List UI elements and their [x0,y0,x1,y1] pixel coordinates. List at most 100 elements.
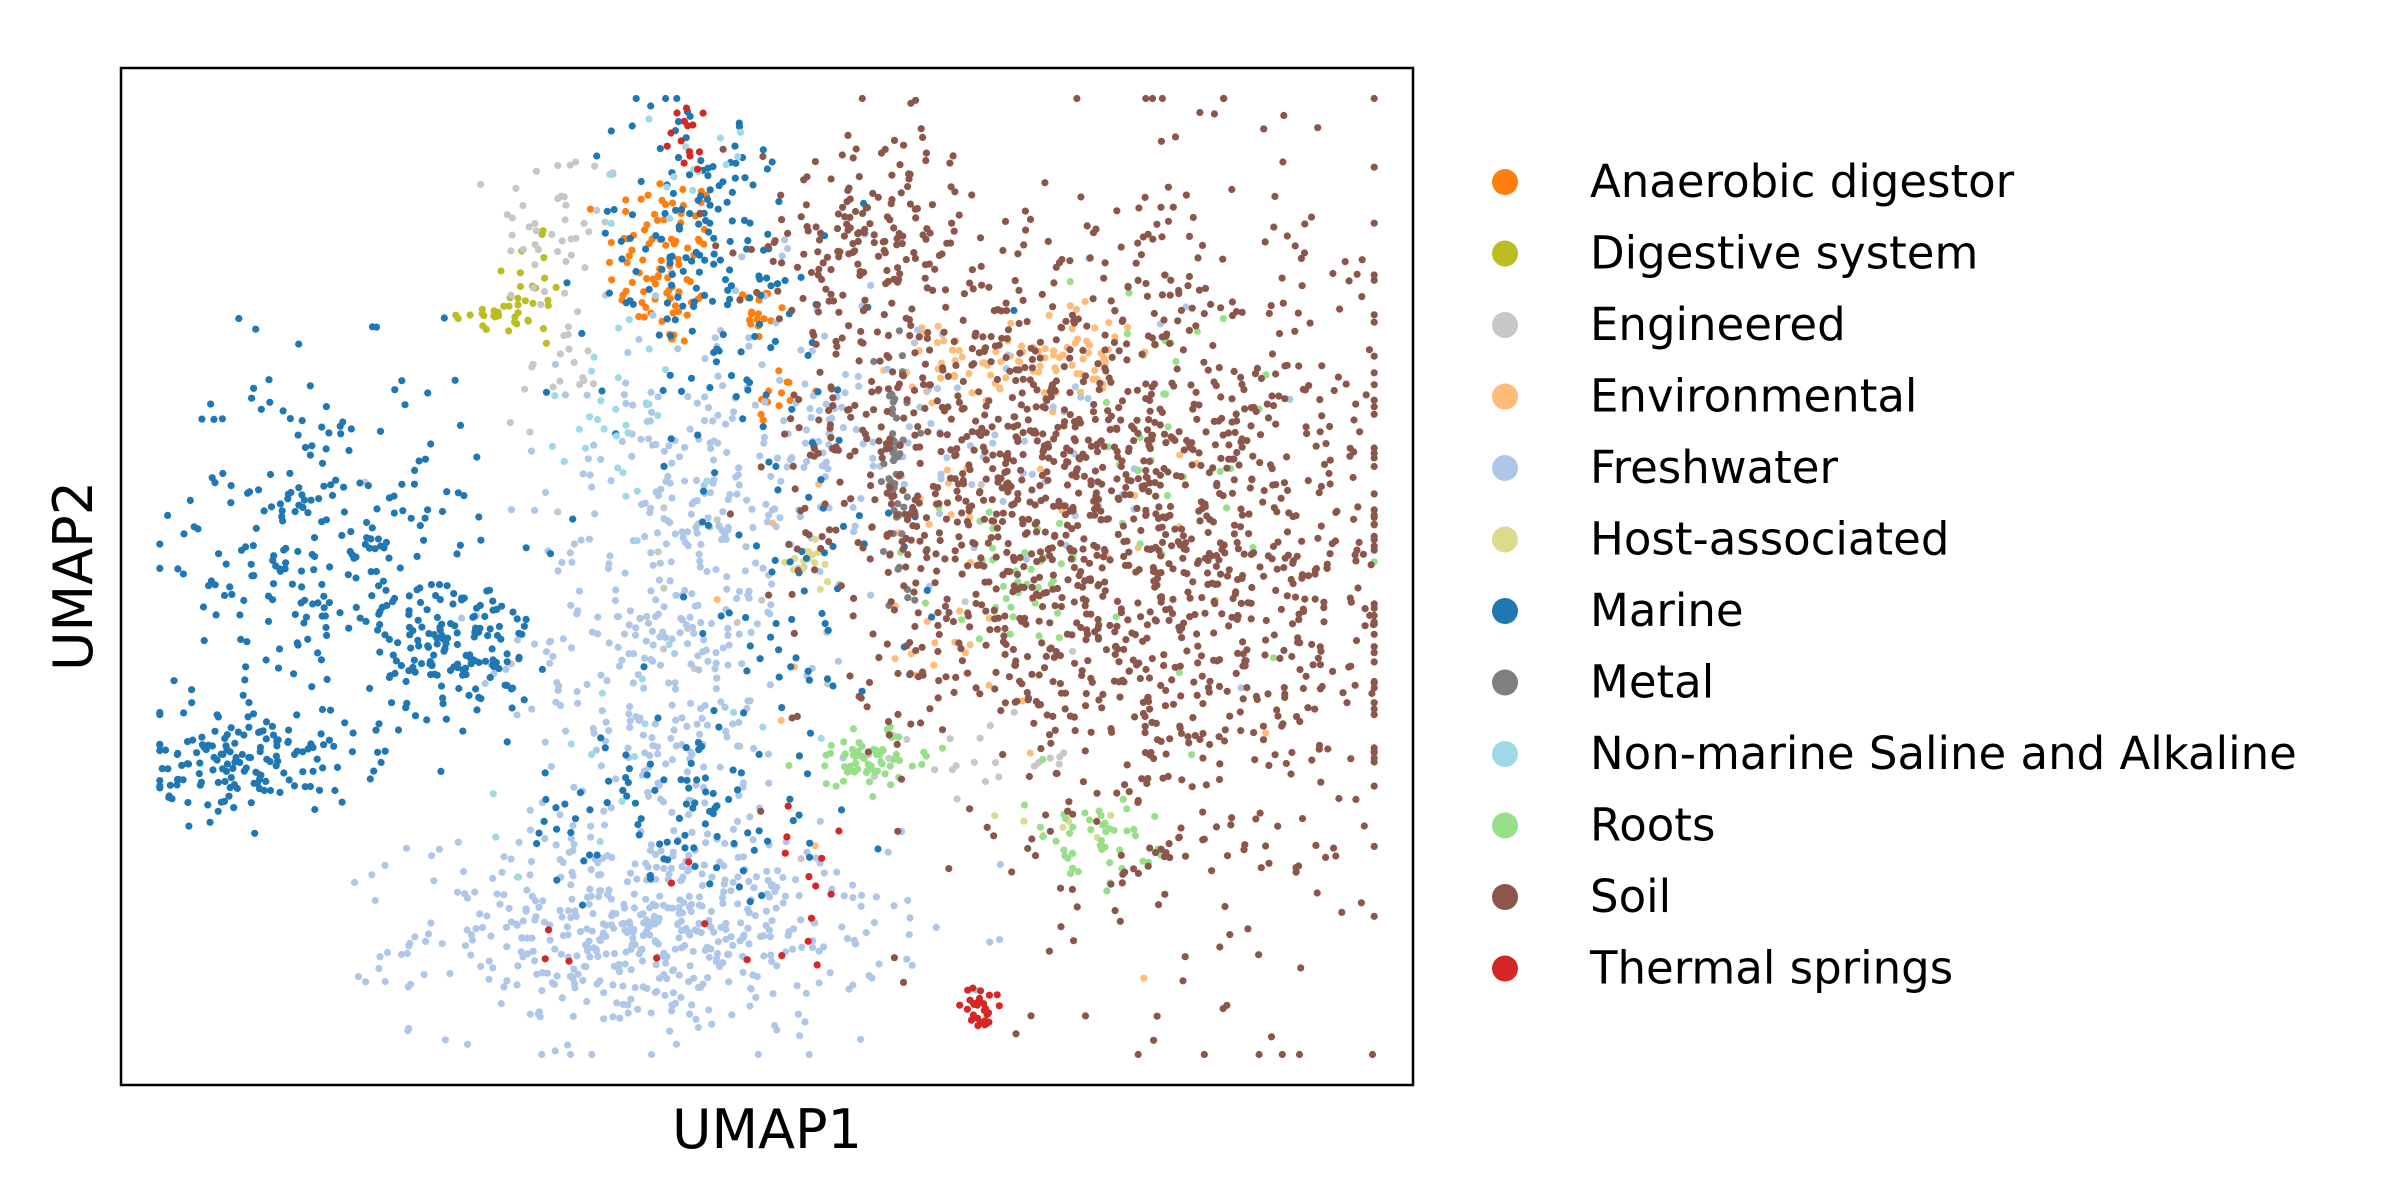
point [266,398,274,406]
point [1107,811,1115,819]
point [1117,243,1125,251]
point [765,591,773,599]
point [581,264,589,272]
point [918,760,926,769]
point [1069,647,1077,655]
point [1206,677,1214,685]
point [1141,722,1149,730]
point [1352,400,1360,408]
point [991,615,999,623]
point [750,846,758,854]
point [1243,684,1251,692]
point [899,486,907,494]
point [1021,549,1029,557]
point [948,766,957,774]
point [765,779,773,787]
point [1350,448,1358,456]
point [198,733,206,741]
point [1139,857,1147,865]
point [654,610,663,618]
point [699,109,707,117]
point [602,932,610,941]
point [999,497,1007,505]
point [348,550,356,559]
point [1232,410,1240,418]
point [548,230,556,238]
point [994,474,1002,482]
point [825,526,834,534]
point [219,765,227,773]
point [237,546,246,554]
point [1103,515,1111,524]
point [1216,760,1224,768]
point [785,540,793,549]
point [727,933,735,941]
point [450,590,458,598]
point [934,694,942,702]
point [478,923,487,932]
point [375,720,383,728]
point [868,523,876,531]
point [1099,553,1108,561]
point [222,742,230,750]
point [462,651,470,660]
point [905,175,913,183]
point [802,529,810,537]
point [712,659,720,667]
point [505,302,513,310]
point [394,726,403,734]
point [173,781,181,789]
point [632,624,640,632]
point [694,738,703,747]
point [1081,577,1089,585]
point [795,892,803,900]
point [891,395,899,403]
point [896,161,904,169]
point [698,518,707,526]
point [1071,437,1079,445]
legend-label: Anaerobic digestor [1590,155,2015,208]
point [771,337,780,345]
point [627,869,635,877]
point [336,609,344,617]
point [668,808,676,817]
point [1054,609,1062,617]
point [666,577,674,585]
point [692,284,701,292]
point [529,299,537,307]
point [560,457,568,465]
point [1198,594,1206,602]
point [669,967,677,975]
point [306,382,314,390]
point [1157,681,1165,690]
point [563,279,571,287]
point [1016,349,1024,357]
point [660,864,668,873]
point [1009,457,1018,465]
point [421,937,430,946]
point [695,268,704,276]
point [546,936,554,944]
point [1097,516,1105,524]
point [834,657,843,665]
point [1300,607,1308,616]
point [455,684,463,693]
point [221,734,229,743]
point [291,610,299,619]
point [652,902,660,910]
point [508,704,516,712]
point [759,152,767,161]
point [827,383,835,391]
point [1283,361,1291,369]
point [1228,395,1236,403]
point [905,931,913,939]
point [339,418,347,426]
point [760,439,768,447]
point [685,858,693,866]
point [1100,545,1108,554]
point [514,301,522,309]
point [1028,670,1036,679]
point [1153,1012,1161,1020]
point [377,758,385,767]
point [441,1036,449,1044]
